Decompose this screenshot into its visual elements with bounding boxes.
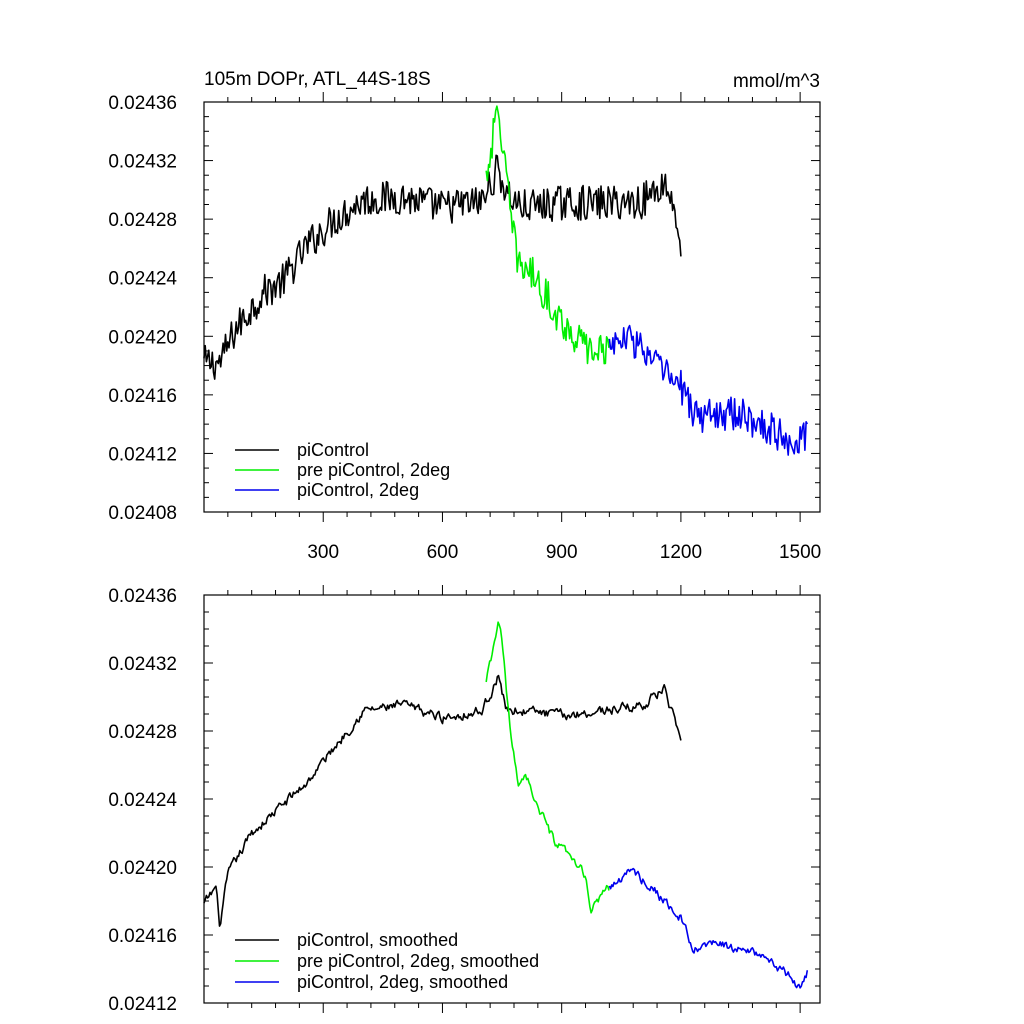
y-tick-label: 0.02420 — [108, 858, 177, 879]
x-tick-label: 1500 — [779, 542, 821, 563]
y-tick-label: 0.02436 — [108, 586, 177, 607]
top-panel: 105m DOPr, ATL_44S-18S mmol/m^3 0.024080… — [108, 69, 821, 563]
top-plot-frame — [203, 101, 821, 513]
legend-label-0: piControl — [297, 440, 369, 460]
top-title-left: 105m DOPr, ATL_44S-18S — [204, 69, 431, 90]
top-series-lines — [203, 105, 809, 456]
y-tick-label: 0.02428 — [108, 210, 177, 231]
series-line-2 — [608, 324, 809, 456]
y-tick-label: 0.02432 — [108, 152, 177, 173]
y-tick-label: 0.02412 — [108, 994, 177, 1015]
x-tick-label: 600 — [427, 542, 459, 563]
y-tick-label: 0.02436 — [108, 93, 177, 114]
legend-label-2: piControl, 2deg, smoothed — [297, 972, 508, 992]
legend-label-1: pre piControl, 2deg, smoothed — [297, 951, 539, 971]
y-tick-label: 0.02416 — [108, 926, 177, 947]
x-tick-label: 300 — [307, 542, 339, 563]
y-tick-label: 0.02432 — [108, 654, 177, 675]
x-tick-label: 1200 — [660, 542, 702, 563]
y-tick-label: 0.02428 — [108, 722, 177, 743]
y-tick-label: 0.02416 — [108, 386, 177, 407]
y-tick-label: 0.02424 — [108, 269, 177, 290]
bottom-panel: 0.02412 0.02416 0.02420 0.02424 0.02428 0.024… — [108, 585, 821, 1015]
y-tick-label: 0.02424 — [108, 790, 177, 811]
y-tick-label: 0.02420 — [108, 327, 177, 348]
bottom-plot-frame — [203, 594, 821, 1004]
top-title-right: mmol/m^3 — [733, 71, 820, 92]
series-line-0 — [203, 154, 682, 380]
legend-label-0: piControl, smoothed — [297, 930, 458, 950]
bottom-axis-ticks: 0.02412 0.02416 0.02420 0.02424 0.02428 0.024… — [108, 585, 820, 1015]
legend-label-2: piControl, 2deg — [297, 480, 419, 500]
y-tick-label: 0.02412 — [108, 444, 177, 465]
series-line-1 — [485, 105, 610, 365]
y-tick-label: 0.02408 — [108, 503, 177, 524]
x-tick-label: 900 — [546, 542, 578, 563]
series-line-1 — [485, 621, 610, 914]
top-axis-ticks: 0.02408 0.02412 0.02416 0.02420 0.02424 0.024… — [108, 92, 821, 563]
series-line-2 — [608, 867, 809, 989]
legend-label-1: pre piControl, 2deg — [297, 460, 450, 480]
bottom-series-lines — [203, 621, 809, 989]
series-line-0 — [203, 674, 682, 927]
